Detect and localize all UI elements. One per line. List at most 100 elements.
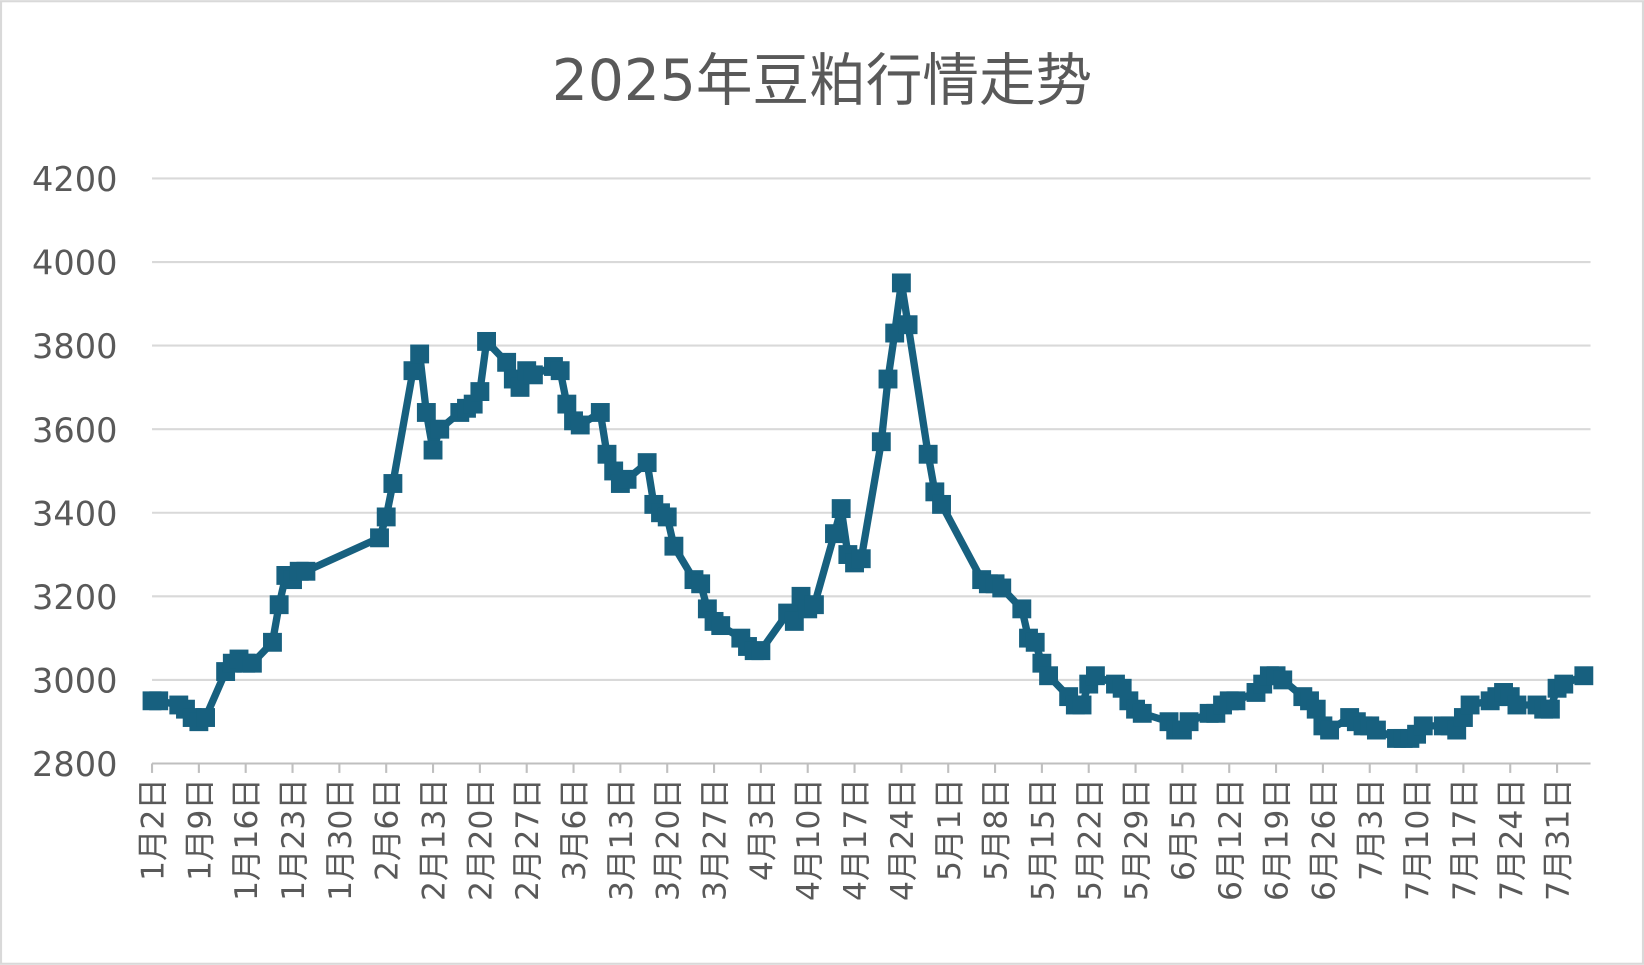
marker xyxy=(711,616,731,636)
x-tick-label: 4月17日 xyxy=(838,778,874,901)
x-tick-label: 3月27日 xyxy=(698,778,734,901)
x-tick-label: 3月6日 xyxy=(557,778,593,881)
marker xyxy=(1012,599,1032,619)
x-tick-label: 2月20日 xyxy=(463,778,499,901)
x-tick-label: 1月16日 xyxy=(229,778,265,901)
marker xyxy=(657,507,677,527)
x-tick-label: 6月12日 xyxy=(1213,778,1249,901)
x-tick-label: 7月31日 xyxy=(1541,778,1577,901)
marker xyxy=(550,361,570,381)
x-tick-label: 4月3日 xyxy=(744,778,780,881)
y-tick-label: 3400 xyxy=(32,494,117,533)
x-tick-label: 1月2日 xyxy=(136,778,172,881)
marker xyxy=(1025,632,1045,652)
marker xyxy=(851,549,871,569)
marker xyxy=(410,344,430,364)
x-tick-label: 1月9日 xyxy=(182,778,218,881)
x-tick-label: 4月24日 xyxy=(885,778,921,901)
marker xyxy=(557,394,577,414)
marker xyxy=(477,331,496,351)
marker xyxy=(376,507,396,527)
marker xyxy=(804,595,824,615)
x-tick-label: 2月27日 xyxy=(510,778,546,901)
marker xyxy=(523,365,543,385)
x-tick-label: 7月10日 xyxy=(1400,778,1436,901)
marker xyxy=(570,415,590,435)
x-tick-label: 5月8日 xyxy=(979,778,1015,881)
marker xyxy=(878,369,898,389)
marker xyxy=(637,453,657,473)
marker xyxy=(1460,695,1480,715)
marker xyxy=(423,440,443,460)
marker xyxy=(1273,670,1293,690)
marker xyxy=(664,536,684,556)
x-tick-label: 5月1日 xyxy=(932,778,968,881)
marker xyxy=(296,561,316,581)
marker xyxy=(269,595,289,615)
x-tick-label: 5月15日 xyxy=(1025,778,1061,901)
marker xyxy=(470,382,490,402)
x-tick-label: 1月30日 xyxy=(323,778,359,901)
marker xyxy=(370,528,389,548)
marker xyxy=(1366,720,1386,740)
y-tick-label: 3000 xyxy=(32,661,117,700)
marker xyxy=(430,419,450,439)
marker xyxy=(1413,716,1433,736)
marker xyxy=(383,474,403,493)
marker xyxy=(242,653,262,673)
marker xyxy=(751,641,771,661)
marker xyxy=(597,444,617,464)
y-tick-label: 2800 xyxy=(32,745,117,784)
marker xyxy=(1072,695,1092,715)
x-tick-label: 5月29日 xyxy=(1119,778,1155,901)
marker xyxy=(1507,695,1527,715)
x-tick-label: 2月6日 xyxy=(370,778,406,881)
marker xyxy=(1320,720,1340,740)
marker xyxy=(1085,666,1105,686)
marker xyxy=(1306,699,1326,719)
marker xyxy=(617,469,637,489)
y-tick-label: 3200 xyxy=(32,578,117,617)
marker xyxy=(497,352,517,372)
x-tick-label: 2月13日 xyxy=(417,778,453,901)
marker xyxy=(871,432,891,452)
x-tick-label: 1月23日 xyxy=(276,778,312,901)
x-tick-label: 6月5日 xyxy=(1166,778,1202,881)
x-tick-label: 7月17日 xyxy=(1447,778,1483,901)
x-tick-label: 6月26日 xyxy=(1306,778,1342,901)
x-tick-label: 6月19日 xyxy=(1260,778,1296,901)
marker xyxy=(825,524,844,544)
marker xyxy=(691,574,711,594)
marker xyxy=(403,361,423,381)
chart-title: 2025年豆粕行情走势 xyxy=(552,48,1092,114)
marker xyxy=(1132,703,1152,723)
marker xyxy=(263,632,282,652)
y-tick-label: 3800 xyxy=(32,327,117,366)
marker xyxy=(891,273,911,293)
marker xyxy=(416,403,436,422)
y-tick-label: 3600 xyxy=(32,411,117,450)
x-tick-label: 7月3日 xyxy=(1353,778,1389,881)
marker xyxy=(898,315,918,335)
marker xyxy=(932,494,951,514)
y-tick-label: 4200 xyxy=(32,160,117,199)
x-tick-label: 7月24日 xyxy=(1494,778,1530,901)
y-tick-label: 4000 xyxy=(32,244,117,283)
x-tick-label: 5月22日 xyxy=(1072,778,1108,901)
marker xyxy=(831,499,851,519)
marker xyxy=(1179,712,1199,732)
marker xyxy=(918,444,938,464)
marker xyxy=(1554,674,1574,694)
x-tick-label: 3月20日 xyxy=(651,778,687,901)
marker xyxy=(992,578,1012,598)
marker xyxy=(149,691,169,711)
marker xyxy=(1574,666,1594,686)
marker xyxy=(196,708,215,727)
marker xyxy=(1226,691,1246,711)
x-tick-label: 4月10日 xyxy=(791,778,827,901)
marker xyxy=(590,403,610,422)
marker xyxy=(1540,699,1560,719)
x-tick-label: 3月13日 xyxy=(604,778,640,901)
